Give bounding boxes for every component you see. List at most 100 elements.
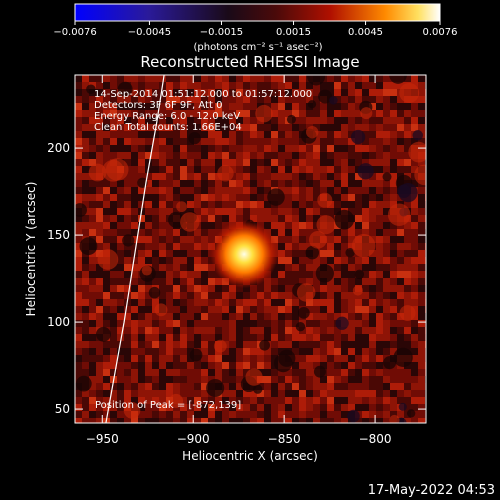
heatmap-cell <box>82 397 89 404</box>
heatmap-dark-spot <box>315 264 334 283</box>
heatmap-cell <box>404 138 411 145</box>
heatmap-cell <box>362 208 369 215</box>
heatmap-cell <box>243 404 250 411</box>
heatmap-cell <box>124 180 131 187</box>
heatmap-cell <box>159 222 166 229</box>
heatmap-cell <box>264 131 271 138</box>
heatmap-cell <box>222 404 229 411</box>
heatmap-cell <box>145 75 152 82</box>
heatmap-cell <box>320 313 327 320</box>
heatmap-cell <box>257 306 264 313</box>
heatmap-cell <box>194 292 201 299</box>
heatmap-cell <box>187 124 194 131</box>
heatmap-cell <box>131 145 138 152</box>
heatmap-bright-spot <box>176 201 188 213</box>
heatmap-cell <box>180 362 187 369</box>
heatmap-bright-spot <box>399 305 416 322</box>
heatmap-cell <box>292 341 299 348</box>
heatmap-cell <box>117 201 124 208</box>
heatmap-cell <box>334 376 341 383</box>
heatmap-cell <box>201 138 208 145</box>
heatmap-cell <box>89 334 96 341</box>
heatmap-cell <box>404 159 411 166</box>
heatmap-cell <box>208 145 215 152</box>
heatmap-cell <box>152 418 159 423</box>
heatmap-cell <box>152 355 159 362</box>
heatmap-cell <box>292 271 299 278</box>
heatmap-cell <box>292 145 299 152</box>
heatmap-cell <box>187 376 194 383</box>
heatmap-cell <box>201 369 208 376</box>
heatmap-cell <box>285 187 292 194</box>
heatmap-cell <box>82 117 89 124</box>
heatmap-cell <box>194 376 201 383</box>
heatmap-cell <box>229 145 236 152</box>
heatmap-cell <box>355 264 362 271</box>
heatmap-cell <box>383 299 390 306</box>
heatmap-cell <box>320 376 327 383</box>
heatmap-cell <box>166 390 173 397</box>
heatmap-cell <box>250 138 257 145</box>
heatmap-cell <box>418 208 425 215</box>
heatmap-cell <box>334 397 341 404</box>
heatmap-cell <box>82 264 89 271</box>
heatmap-cell <box>180 397 187 404</box>
plot-frame <box>74 74 427 424</box>
heatmap-cell <box>103 117 110 124</box>
heatmap-cell <box>215 376 222 383</box>
heatmap-cell <box>397 110 404 117</box>
heatmap-cell <box>173 187 180 194</box>
heatmap-cell <box>250 166 257 173</box>
heatmap-cell <box>75 124 82 131</box>
heatmap-cell <box>418 187 425 194</box>
heatmap-cell <box>278 117 285 124</box>
heatmap-cell <box>138 313 145 320</box>
heatmap-cell <box>418 327 425 334</box>
heatmap-dark-spot <box>393 347 413 368</box>
heatmap-cell <box>187 327 194 334</box>
heatmap-cell <box>124 369 131 376</box>
heatmap-cell <box>180 187 187 194</box>
heatmap-cell <box>75 369 82 376</box>
heatmap-cell <box>313 215 320 222</box>
heatmap-dark-spot <box>307 100 317 109</box>
heatmap-cell <box>208 341 215 348</box>
heatmap-cell <box>390 348 397 355</box>
heatmap-cell <box>222 82 229 89</box>
heatmap-cell <box>383 376 390 383</box>
heatmap-cell <box>138 89 145 96</box>
heatmap-cell <box>89 404 96 411</box>
heatmap-cell <box>166 159 173 166</box>
heatmap-cell <box>292 418 299 423</box>
heatmap-cell <box>362 278 369 285</box>
heatmap-cell <box>327 243 334 250</box>
heatmap-cell <box>313 257 320 264</box>
heatmap-cell <box>117 96 124 103</box>
heatmap-cell <box>243 152 250 159</box>
heatmap-cell <box>131 117 138 124</box>
heatmap-cell <box>383 418 390 423</box>
heatmap-cell <box>96 222 103 229</box>
heatmap-cell <box>124 229 131 236</box>
heatmap-cell <box>159 397 166 404</box>
heatmap-cell <box>383 404 390 411</box>
heatmap-cell <box>82 222 89 229</box>
heatmap-cell <box>159 418 166 423</box>
heatmap-cell <box>131 390 138 397</box>
heatmap-cell <box>131 376 138 383</box>
heatmap-cell <box>117 390 124 397</box>
heatmap-cell <box>159 383 166 390</box>
heatmap-cell <box>208 264 215 271</box>
heatmap-cell <box>194 418 201 423</box>
heatmap-cell <box>285 222 292 229</box>
heatmap-cell <box>376 236 383 243</box>
heatmap-cell <box>187 418 194 423</box>
heatmap-cell <box>250 152 257 159</box>
heatmap-cell <box>96 313 103 320</box>
heatmap-cell <box>306 334 313 341</box>
heatmap-cell <box>278 264 285 271</box>
heatmap-cell <box>306 187 313 194</box>
heatmap-cell <box>166 264 173 271</box>
heatmap-cell <box>299 355 306 362</box>
heatmap-cell <box>166 404 173 411</box>
